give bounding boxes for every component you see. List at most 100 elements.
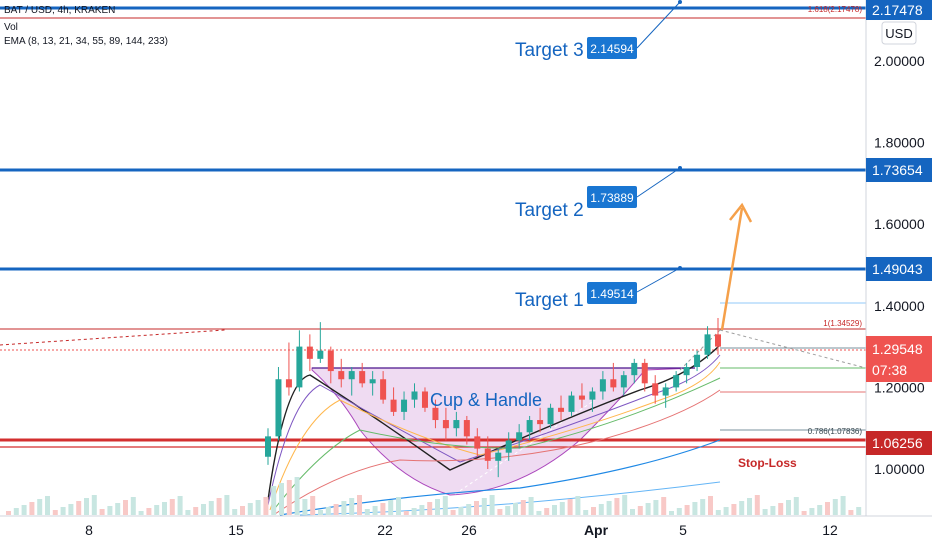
x-tick-label: 26 bbox=[461, 522, 477, 538]
candle-body bbox=[589, 391, 596, 400]
candle-body bbox=[359, 371, 366, 384]
volume-bar bbox=[630, 509, 635, 515]
candle-body bbox=[662, 387, 669, 396]
y-tick-label: 1.20000 bbox=[874, 379, 925, 395]
candle-body bbox=[505, 440, 512, 453]
volume-bar bbox=[598, 504, 604, 515]
volume-bar bbox=[318, 510, 323, 515]
candle-body bbox=[474, 436, 481, 449]
volume-bar bbox=[333, 504, 339, 515]
x-axis-ticks: 8 15 22 26 Apr 5 12 bbox=[85, 522, 838, 538]
volume-bar bbox=[29, 502, 35, 515]
volume-bar bbox=[357, 495, 362, 515]
candle-body bbox=[516, 432, 523, 441]
volume-bar bbox=[559, 502, 565, 515]
candle-body bbox=[526, 420, 533, 433]
volume-bar bbox=[817, 505, 823, 515]
volume-bar bbox=[442, 496, 448, 515]
volume-bar bbox=[567, 499, 573, 515]
volume-bar bbox=[216, 498, 222, 515]
candle-body bbox=[558, 407, 565, 412]
target2-callout-dot bbox=[678, 166, 682, 170]
volume-bar bbox=[450, 510, 456, 515]
stop-loss-label: Stop-Loss bbox=[738, 456, 797, 470]
volume-bar bbox=[341, 501, 347, 515]
top-price-badge-text: 2.17478 bbox=[872, 2, 923, 18]
volume-bar bbox=[793, 497, 799, 515]
volume-bar bbox=[606, 501, 612, 515]
volume-bar bbox=[52, 510, 58, 515]
fib-top-label: 1.618(2.17478) bbox=[808, 5, 863, 14]
volume-bar bbox=[107, 506, 113, 515]
volume-bar bbox=[474, 501, 479, 515]
volume-bar bbox=[302, 499, 308, 515]
currency-button-label: USD bbox=[885, 26, 912, 41]
target3-label: Target 3 bbox=[515, 40, 584, 61]
stop-price-badge-text: 1.06256 bbox=[872, 435, 923, 451]
ema-indicator-label[interactable]: EMA (8, 13, 21, 34, 55, 89, 144, 233) bbox=[4, 36, 168, 47]
candle-body bbox=[578, 395, 585, 400]
volume-bar bbox=[520, 500, 526, 515]
volume-bar bbox=[497, 509, 503, 515]
x-tick-label: 8 bbox=[85, 522, 93, 538]
candle-body bbox=[463, 420, 470, 437]
target3-callout-box bbox=[587, 37, 637, 59]
volume-bar bbox=[403, 511, 409, 515]
x-tick-label: 5 bbox=[679, 522, 687, 538]
volume-bar bbox=[708, 496, 713, 515]
volume-bar bbox=[208, 501, 214, 515]
candle-body bbox=[484, 448, 491, 461]
candle-body bbox=[265, 436, 271, 457]
volume-bar bbox=[528, 497, 534, 515]
x-tick-label: 12 bbox=[822, 522, 838, 538]
volume-bar bbox=[786, 500, 791, 515]
forecast-arrow-head bbox=[729, 202, 753, 223]
volume-bar bbox=[6, 511, 11, 515]
volume-bar bbox=[396, 497, 401, 515]
candle-body bbox=[432, 407, 439, 421]
volume-bar bbox=[544, 508, 550, 515]
volume-bar bbox=[645, 503, 651, 515]
volume-bar bbox=[99, 509, 105, 515]
volume-bar bbox=[388, 500, 394, 515]
target3-callout-line bbox=[636, 1, 681, 49]
volume-bar bbox=[115, 503, 121, 515]
stop-price-badge bbox=[866, 431, 932, 455]
volume-indicator-label[interactable]: Vol bbox=[4, 22, 18, 33]
volume-bar bbox=[840, 496, 846, 515]
candle-body bbox=[495, 452, 502, 461]
ema-line bbox=[271, 377, 721, 513]
y-tick-label: 1.40000 bbox=[874, 298, 925, 314]
candle-body bbox=[285, 379, 292, 388]
volume-bar bbox=[435, 499, 440, 515]
volume-bar bbox=[21, 505, 27, 515]
current-price-badge bbox=[866, 336, 932, 382]
volume-bar bbox=[739, 501, 745, 515]
currency-button[interactable] bbox=[881, 21, 917, 45]
volume-bar bbox=[364, 509, 370, 515]
projection-dashed bbox=[719, 329, 867, 369]
candle-body bbox=[599, 379, 606, 392]
current-price-text: 1.29548 bbox=[872, 341, 923, 357]
y-tick-label: 1.80000 bbox=[874, 135, 925, 151]
candle-body bbox=[641, 362, 648, 384]
volume-bar bbox=[489, 495, 495, 515]
candle-body bbox=[610, 379, 617, 388]
volume-bar bbox=[177, 496, 183, 515]
volume-bar bbox=[731, 504, 737, 515]
volume-bar bbox=[255, 500, 261, 515]
candle-body bbox=[369, 379, 376, 384]
volume-bar bbox=[138, 511, 144, 515]
candle-body bbox=[453, 420, 460, 429]
volume-bar bbox=[310, 496, 316, 515]
volume-bar bbox=[294, 477, 300, 515]
y-tick-label: 2.00000 bbox=[874, 53, 925, 69]
candle-body bbox=[442, 420, 449, 429]
volume-bar bbox=[380, 503, 386, 515]
x-tick-label: Apr bbox=[584, 522, 609, 538]
candle-body bbox=[327, 350, 334, 372]
volume-bar bbox=[45, 496, 50, 515]
candle-body bbox=[704, 334, 711, 355]
